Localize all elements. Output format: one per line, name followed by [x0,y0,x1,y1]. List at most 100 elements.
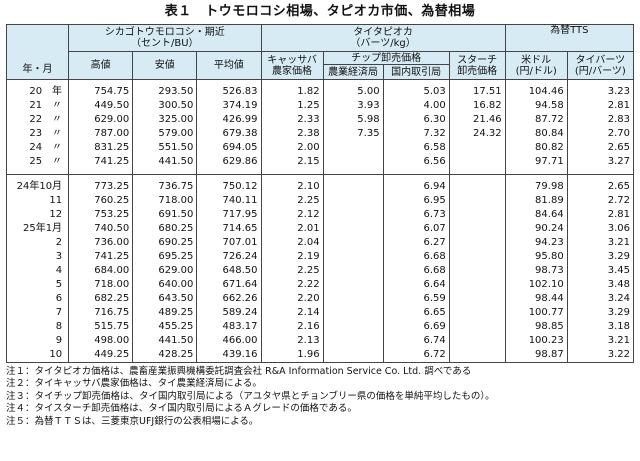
table-cell: 707.01 [196,236,262,250]
table-cell: 104.46 [504,85,568,99]
table-cell: 3.93 [322,99,384,113]
table-cell: 2.25 [260,194,324,208]
row-label: 10 [5,348,70,363]
table-cell: 3.24 [566,292,635,306]
table-cell [448,292,506,306]
row-label: 11 [5,194,70,208]
table-cell: 2.04 [260,236,324,250]
table-cell: 718.00 [132,194,198,208]
table-cell: 1.96 [260,348,324,363]
header-fx-group: 為替TTS [504,24,635,52]
header-chip-group: チップ卸売価格 [322,51,450,65]
row-label: 25 〃 [5,155,70,169]
table-cell: 2.65 [566,141,635,155]
footnote: 注５：為替ＴＴＳは、三菱東京UFJ銀行の公表相場による。 [6,415,259,427]
table-cell: 684.00 [68,264,134,278]
table-cell: 80.84 [504,127,568,141]
table-cell: 6.56 [382,155,450,169]
table-cell: 579.00 [132,127,198,141]
table-cell: 2.72 [566,194,635,208]
table-cell [448,348,506,363]
table-cell: 2.33 [260,113,324,127]
table-cell: 741.25 [68,250,134,264]
table-cell: 98.85 [504,320,568,334]
table-cell: 740.50 [68,222,134,236]
table-cell: 98.87 [504,348,568,363]
header-cassava: キャッサバ 農家価格 [260,51,324,80]
table-cell: 3.48 [566,278,635,292]
table-cell [448,334,506,348]
table-cell: 87.72 [504,113,568,127]
table-cell: 3.29 [566,306,635,320]
table-cell [448,194,506,208]
table-cell [322,320,384,334]
table-cell: 300.50 [132,99,198,113]
table-cell: 515.75 [68,320,134,334]
table-cell: 98.44 [504,292,568,306]
table-cell: 466.00 [196,334,262,348]
table-cell [322,222,384,236]
table-cell: 760.25 [68,194,134,208]
table-cell: 449.25 [68,348,134,363]
table-cell: 4.00 [382,99,450,113]
footnote: 注２：タイキャッサバ農家価格は、タイ農業経済局による。 [6,378,262,390]
table-cell: 483.17 [196,320,262,334]
table-cell: 79.98 [504,180,568,194]
table-cell: 7.35 [322,127,384,141]
table-cell: 3.27 [566,155,635,169]
row-label: 5 [5,278,70,292]
row-label: 12 [5,208,70,222]
table-cell: 2.83 [566,113,635,127]
table-cell: 6.27 [382,236,450,250]
table-cell: 716.75 [68,306,134,320]
table-cell: 754.75 [68,85,134,99]
table-cell [448,141,506,155]
table-cell [382,169,450,175]
table-cell [448,222,506,236]
table-cell: 498.00 [68,334,134,348]
table-cell: 2.19 [260,250,324,264]
table-cell: 2.38 [260,127,324,141]
table-row: 2 736.00 690.25 707.01 2.04 6.27 94.23 3.21 [5,236,635,250]
table-cell: 741.25 [68,155,134,169]
table-row: 9 498.00 441.50 466.00 2.13 6.74 100.23 3.21 [5,334,635,348]
table-row: 25年1月 740.50 680.25 714.65 2.01 6.07 90.24 3.06 [5,222,635,236]
table-cell: 1.82 [260,85,324,99]
table-cell [322,236,384,250]
table-row: 8 515.75 455.25 483.17 2.16 6.69 98.85 3.18 [5,320,635,334]
table-cell [260,174,324,180]
table-row: 21 〃 449.50 300.50 374.19 1.25 3.93 4.00 16.82 9… [5,99,635,113]
table-cell: 6.73 [382,208,450,222]
table-cell: 750.12 [196,180,262,194]
table-cell [322,334,384,348]
table-cell [382,79,450,85]
table-cell: 787.00 [68,127,134,141]
table-cell [448,208,506,222]
table-row: 10 449.25 428.25 439.16 1.96 6.72 98.87 3.22 [5,348,635,363]
table-cell: 97.71 [504,155,568,169]
table-cell: 679.38 [196,127,262,141]
table-row: 20 年 754.75 293.50 526.83 1.82 5.00 5.03 17.51 1… [5,85,635,99]
table-cell: 736.00 [68,236,134,250]
table-cell: 90.24 [504,222,568,236]
table-cell [448,306,506,320]
table-cell: 2.70 [566,127,635,141]
table-cell: 718.00 [68,278,134,292]
table-cell [448,264,506,278]
table-cell: 441.50 [132,334,198,348]
table-cell: 95.80 [504,250,568,264]
header-corn-avg: 平均値 [196,51,262,80]
row-label: 24年10月 [5,180,70,194]
table-cell: 3.06 [566,222,635,236]
table-cell: 671.64 [196,278,262,292]
header-corn-group: シカゴトウモロコシ・期近 （セント/BU） [68,24,262,52]
table-cell: 6.30 [382,113,450,127]
table-cell: 662.26 [196,292,262,306]
table-cell [322,141,384,155]
table-row: 5 718.00 640.00 671.64 2.22 6.64 102.10 3.48 [5,278,635,292]
header-starch: スターチ 卸売価格 [448,51,506,80]
row-label: 3 [5,250,70,264]
table-row: 23 〃 787.00 579.00 679.38 2.38 7.35 7.32 24.32 8… [5,127,635,141]
row-label: 24 〃 [5,141,70,155]
footnote: 注１：タイタピオカ価格は、農畜産業振興機構委託調査会社 R&A Informat… [6,366,472,377]
